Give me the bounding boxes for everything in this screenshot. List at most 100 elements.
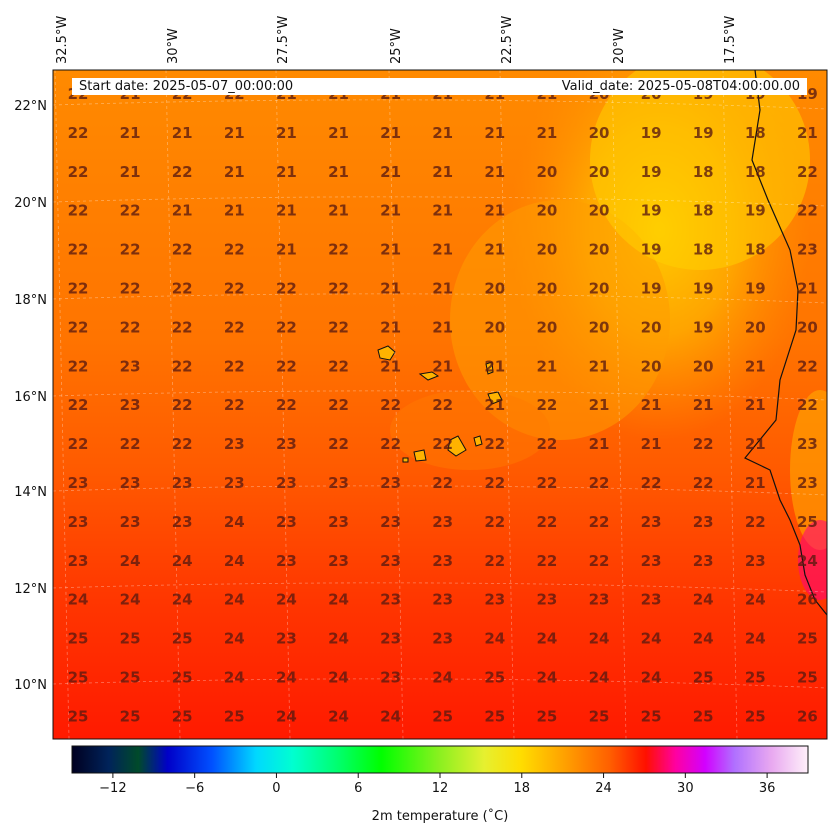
grid-value: 23 bbox=[224, 474, 245, 492]
grid-value: 22 bbox=[172, 396, 193, 414]
grid-value: 22 bbox=[224, 241, 245, 259]
latitude-label: 18°N bbox=[14, 293, 47, 308]
longitude-label: 30°W bbox=[166, 28, 181, 64]
grid-value: 23 bbox=[328, 552, 349, 570]
colorbar-tick-label: 0 bbox=[272, 781, 281, 796]
grid-value: 22 bbox=[120, 202, 141, 220]
longitude-label: 25°W bbox=[389, 28, 404, 64]
grid-value: 21 bbox=[432, 241, 453, 259]
grid-value: 25 bbox=[172, 630, 193, 648]
grid-value: 21 bbox=[432, 124, 453, 142]
grid-value: 20 bbox=[693, 357, 714, 375]
grid-value: 22 bbox=[276, 357, 297, 375]
grid-value: 23 bbox=[276, 435, 297, 453]
grid-value: 22 bbox=[68, 396, 89, 414]
grid-value: 21 bbox=[693, 396, 714, 414]
grid-value: 22 bbox=[68, 241, 89, 259]
grid-value: 20 bbox=[536, 241, 557, 259]
grid-value: 21 bbox=[589, 396, 610, 414]
grid-value: 24 bbox=[797, 552, 818, 570]
grid-value: 21 bbox=[641, 435, 662, 453]
island bbox=[487, 391, 503, 405]
colorbar-tick-label: 18 bbox=[513, 781, 531, 796]
parallel-line bbox=[53, 196, 827, 207]
grid-value: 23 bbox=[172, 513, 193, 531]
grid-value: 24 bbox=[641, 669, 662, 687]
grid-value: 22 bbox=[380, 396, 401, 414]
grid-value: 22 bbox=[693, 435, 714, 453]
grid-value: 25 bbox=[68, 630, 89, 648]
grid-value: 20 bbox=[589, 280, 610, 298]
grid-value: 24 bbox=[536, 630, 557, 648]
grid-value: 24 bbox=[745, 591, 766, 609]
grid-value: 18 bbox=[745, 124, 766, 142]
grid-value: 24 bbox=[224, 552, 245, 570]
valid-date-label: Valid_date: 2025-05-08T04:00:00.00 bbox=[561, 79, 800, 94]
grid-value: 23 bbox=[432, 552, 453, 570]
grid-value: 25 bbox=[797, 513, 818, 531]
grid-value: 22 bbox=[68, 202, 89, 220]
grid-value: 22 bbox=[172, 163, 193, 181]
latitude-label: 22°N bbox=[14, 99, 47, 114]
parallel-line bbox=[53, 485, 827, 496]
grid-value: 25 bbox=[797, 669, 818, 687]
grid-value: 21 bbox=[745, 435, 766, 453]
longitude-label: 32.5°W bbox=[55, 16, 70, 64]
grid-value: 21 bbox=[380, 318, 401, 336]
grid-value: 22 bbox=[224, 396, 245, 414]
grid-value: 22 bbox=[797, 163, 818, 181]
grid-value: 22 bbox=[589, 474, 610, 492]
grid-value: 22 bbox=[68, 280, 89, 298]
grid-value: 22 bbox=[536, 396, 557, 414]
grid-value: 26 bbox=[797, 707, 818, 725]
grid-value: 25 bbox=[120, 669, 141, 687]
grid-value: 21 bbox=[224, 163, 245, 181]
grid-value: 25 bbox=[172, 707, 193, 725]
grid-value: 21 bbox=[328, 163, 349, 181]
grid-value: 21 bbox=[432, 202, 453, 220]
grid-value: 24 bbox=[224, 513, 245, 531]
grid-value: 18 bbox=[693, 202, 714, 220]
grid-value: 23 bbox=[276, 474, 297, 492]
grid-value: 23 bbox=[484, 591, 505, 609]
latitude-label: 10°N bbox=[14, 678, 47, 693]
grid-value: 24 bbox=[328, 669, 349, 687]
grid-value: 23 bbox=[797, 435, 818, 453]
grid-value: 22 bbox=[172, 435, 193, 453]
grid-value: 24 bbox=[536, 669, 557, 687]
grid-value: 22 bbox=[276, 396, 297, 414]
grid-value: 22 bbox=[328, 396, 349, 414]
grid-value: 24 bbox=[745, 630, 766, 648]
grid-value: 21 bbox=[589, 435, 610, 453]
grid-value: 19 bbox=[641, 280, 662, 298]
grid-value: 25 bbox=[432, 707, 453, 725]
grid-value: 22 bbox=[172, 280, 193, 298]
grid-value: 26 bbox=[797, 591, 818, 609]
grid-value: 20 bbox=[536, 280, 557, 298]
grid-value: 20 bbox=[589, 202, 610, 220]
grid-value: 19 bbox=[745, 280, 766, 298]
grid-value: 24 bbox=[693, 591, 714, 609]
grid-value: 19 bbox=[641, 241, 662, 259]
grid-value: 23 bbox=[380, 591, 401, 609]
longitude-label: 17.5°W bbox=[723, 16, 738, 64]
grid-value: 25 bbox=[589, 707, 610, 725]
colorbar-tick-label: −6 bbox=[185, 781, 205, 796]
grid-value: 23 bbox=[120, 396, 141, 414]
grid-value: 23 bbox=[68, 513, 89, 531]
grid-value: 22 bbox=[797, 202, 818, 220]
grid-value: 24 bbox=[68, 591, 89, 609]
grid-value: 22 bbox=[797, 396, 818, 414]
grid-value: 19 bbox=[641, 163, 662, 181]
grid-value: 24 bbox=[589, 630, 610, 648]
grid-value: 25 bbox=[120, 630, 141, 648]
grid-value: 25 bbox=[172, 669, 193, 687]
grid-value: 22 bbox=[120, 318, 141, 336]
island bbox=[418, 371, 440, 381]
grid-value: 22 bbox=[120, 241, 141, 259]
grid-value: 20 bbox=[536, 163, 557, 181]
grid-value: 22 bbox=[589, 552, 610, 570]
grid-value: 25 bbox=[693, 669, 714, 687]
grid-value: 21 bbox=[380, 202, 401, 220]
grid-value: 21 bbox=[484, 163, 505, 181]
